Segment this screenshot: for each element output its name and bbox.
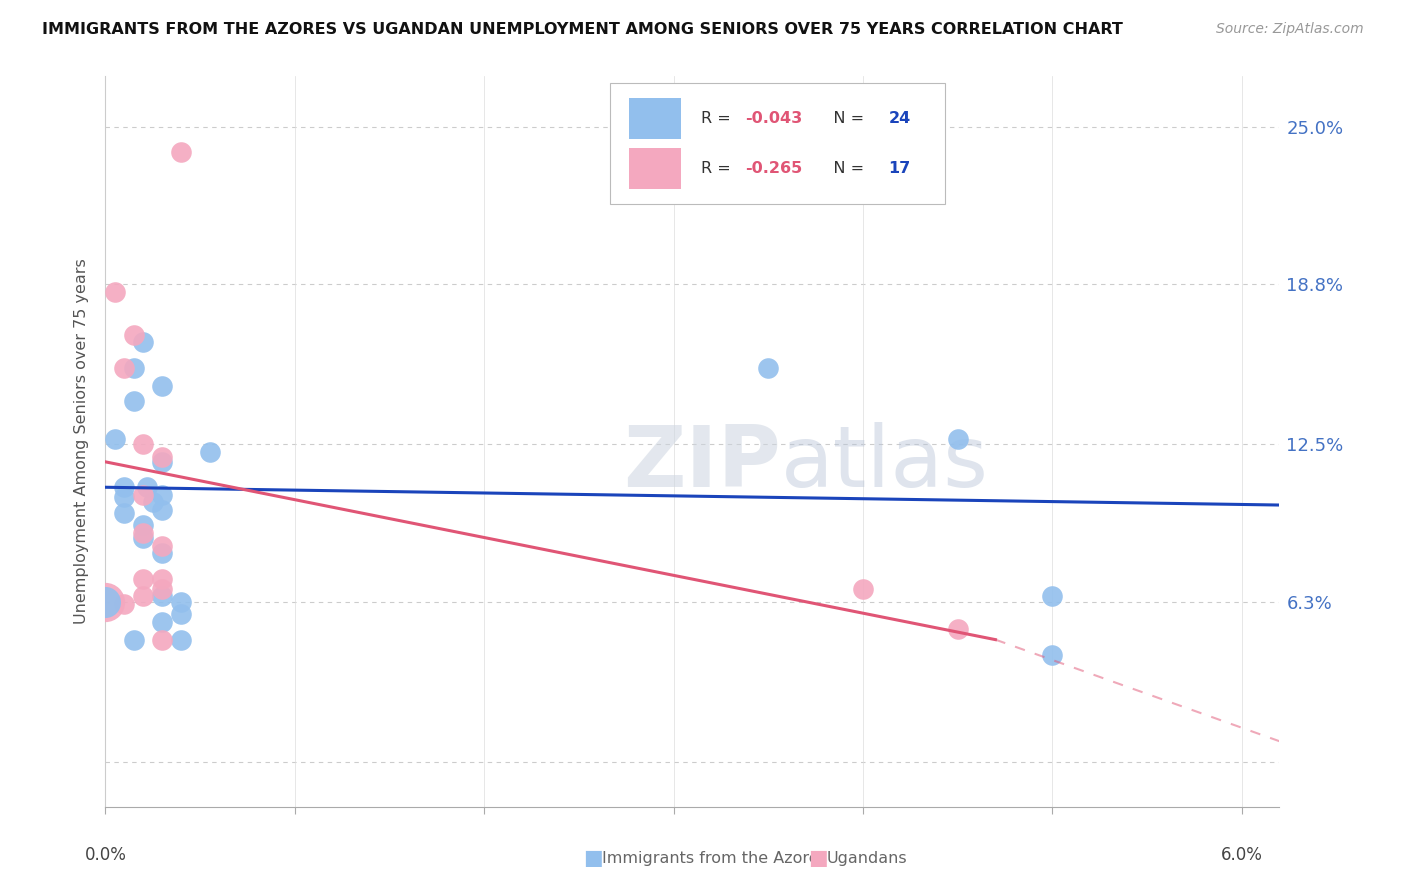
Text: Source: ZipAtlas.com: Source: ZipAtlas.com [1216, 22, 1364, 37]
Point [150, 615, 173, 629]
Text: -0.043: -0.043 [745, 111, 803, 126]
Point [136, 480, 159, 494]
Text: N =: N = [818, 111, 869, 126]
Point [170, 594, 193, 608]
Text: Immigrants from the Azores: Immigrants from the Azores [602, 851, 827, 865]
Point [150, 632, 173, 647]
Text: Ugandans: Ugandans [827, 851, 907, 865]
Text: 0.0%: 0.0% [84, 847, 127, 864]
Point [112, 597, 135, 611]
Text: 17: 17 [889, 161, 911, 176]
Text: -0.265: -0.265 [745, 161, 803, 176]
Point [946, 432, 969, 446]
Point [112, 506, 135, 520]
Point [132, 488, 155, 502]
Point [150, 582, 173, 596]
FancyBboxPatch shape [628, 98, 681, 139]
Point [150, 590, 173, 604]
Text: 6.0%: 6.0% [1220, 847, 1263, 864]
Point [132, 572, 155, 586]
Text: R =: R = [700, 161, 735, 176]
Point [946, 623, 969, 637]
Point [1040, 590, 1063, 604]
Point [122, 360, 145, 375]
Point [150, 546, 173, 560]
Text: N =: N = [818, 161, 869, 176]
Point [122, 327, 145, 342]
Text: ■: ■ [808, 848, 828, 868]
Point [150, 572, 173, 586]
Text: IMMIGRANTS FROM THE AZORES VS UGANDAN UNEMPLOYMENT AMONG SENIORS OVER 75 YEARS C: IMMIGRANTS FROM THE AZORES VS UGANDAN UN… [42, 22, 1123, 37]
Point [198, 444, 221, 458]
Point [170, 145, 193, 159]
Point [150, 378, 173, 392]
Text: atlas: atlas [780, 422, 988, 505]
Point [150, 503, 173, 517]
Point [150, 450, 173, 464]
Point [132, 437, 155, 451]
Point [756, 360, 779, 375]
Point [170, 607, 193, 622]
FancyBboxPatch shape [610, 83, 945, 204]
Point [150, 539, 173, 553]
Point [132, 335, 155, 350]
Text: ■: ■ [583, 848, 603, 868]
Point [150, 488, 173, 502]
Point [112, 491, 135, 505]
Point [132, 531, 155, 545]
FancyBboxPatch shape [628, 147, 681, 189]
Text: 24: 24 [889, 111, 911, 126]
Point [112, 480, 135, 494]
Point [1040, 648, 1063, 662]
Point [94, 594, 117, 608]
Point [132, 518, 155, 533]
Y-axis label: Unemployment Among Seniors over 75 years: Unemployment Among Seniors over 75 years [75, 259, 90, 624]
Point [150, 455, 173, 469]
Point [104, 432, 127, 446]
Point [852, 582, 875, 596]
Point [122, 393, 145, 408]
Point [132, 590, 155, 604]
Point [104, 285, 127, 299]
Point [94, 594, 117, 608]
Point [132, 526, 155, 541]
Text: R =: R = [700, 111, 735, 126]
Point [122, 632, 145, 647]
Text: ZIP: ZIP [623, 422, 780, 505]
Point [170, 632, 193, 647]
Point [142, 495, 165, 509]
Point [112, 360, 135, 375]
